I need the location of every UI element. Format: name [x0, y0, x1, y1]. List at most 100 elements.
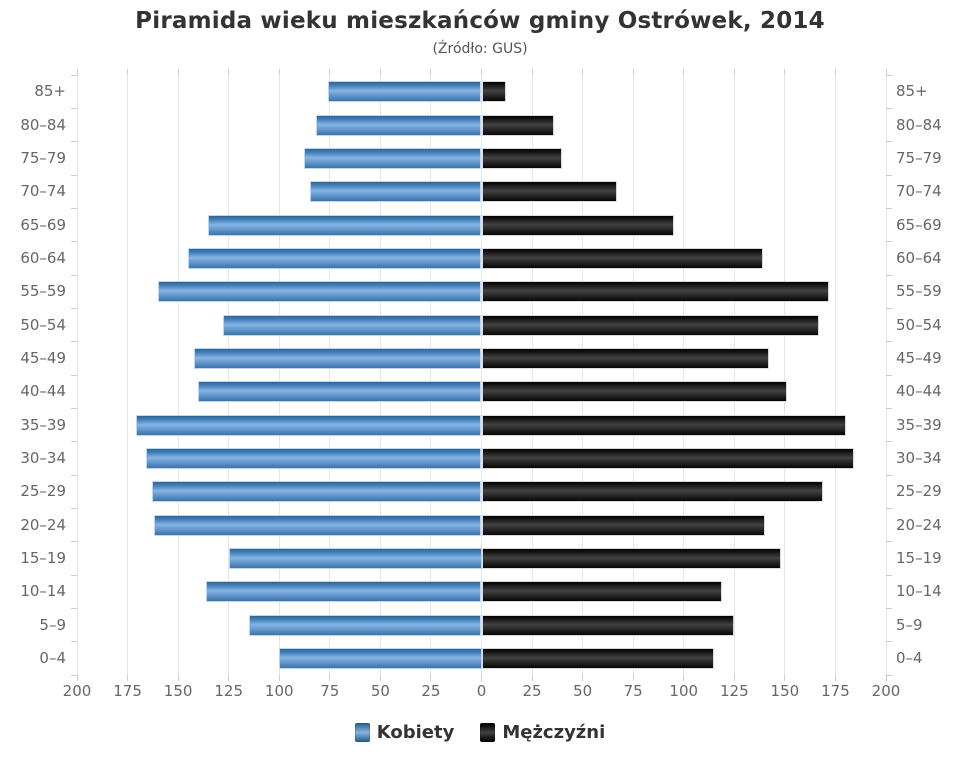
bar-kobiety[interactable]	[145, 447, 482, 469]
bar-kobiety[interactable]	[248, 614, 482, 636]
bar-kobiety[interactable]	[151, 481, 482, 503]
bar-kobiety[interactable]	[206, 581, 482, 603]
chart-title: Piramida wieku mieszkańców gminy Ostrówe…	[135, 8, 825, 34]
bar-mezczyzni[interactable]	[481, 481, 824, 503]
y-axis-label-right: 30–34	[896, 448, 942, 467]
bar-mezczyzni[interactable]	[481, 414, 846, 436]
bar-kobiety[interactable]	[303, 147, 482, 169]
x-axis-tick-bottom	[481, 675, 482, 681]
y-axis-tick-left	[71, 474, 77, 476]
bar-mezczyzni[interactable]	[481, 347, 769, 369]
bar-mezczyzni[interactable]	[481, 547, 781, 569]
y-axis-tick-left	[71, 507, 77, 509]
y-axis-tick-right	[886, 274, 892, 276]
y-axis-tick-left	[71, 241, 77, 243]
y-axis-label-left: 80–84	[20, 115, 66, 134]
bar-mezczyzni[interactable]	[481, 381, 787, 403]
bar-kobiety[interactable]	[279, 647, 482, 669]
gridline	[481, 75, 482, 675]
x-axis-tick-label: 125	[719, 682, 749, 700]
y-axis-tick-right	[886, 374, 892, 376]
x-axis-tick-label: 175	[113, 682, 142, 700]
gridline	[228, 75, 230, 675]
y-axis-tick-left	[71, 341, 77, 343]
x-axis-tick-label: 175	[821, 682, 850, 700]
y-axis-tick-left	[71, 441, 77, 443]
bar-kobiety[interactable]	[208, 214, 482, 236]
y-axis-label-right: 50–54	[896, 315, 942, 334]
plot-area	[76, 75, 887, 675]
bar-kobiety[interactable]	[327, 81, 482, 103]
bar-kobiety[interactable]	[194, 347, 482, 369]
y-axis-tick-left	[71, 207, 77, 209]
bar-kobiety[interactable]	[188, 247, 482, 269]
x-axis-tick-label: 25	[522, 682, 542, 700]
y-axis-tick-right	[886, 441, 892, 443]
y-axis-label-left: 10–14	[20, 582, 66, 601]
bar-mezczyzni[interactable]	[481, 581, 723, 603]
bar-kobiety[interactable]	[157, 281, 482, 303]
mezczyzni-swatch-icon	[480, 723, 496, 742]
y-axis-tick-right	[886, 574, 892, 576]
x-axis-tick-top	[228, 69, 230, 75]
x-axis-tick-top	[582, 69, 584, 75]
legend-item-mezczyzni[interactable]: Mężczyźni	[480, 722, 605, 743]
bar-mezczyzni[interactable]	[481, 447, 854, 469]
y-axis-label-right: 80–84	[896, 115, 942, 134]
x-axis-tick-label: 0	[476, 682, 487, 700]
x-axis-tick-label: 150	[163, 682, 193, 700]
y-axis-tick-right	[886, 507, 892, 509]
y-axis-label-left: 30–34	[20, 448, 66, 467]
bar-kobiety[interactable]	[315, 114, 482, 136]
x-axis-tick-bottom	[430, 675, 432, 681]
gridline	[784, 75, 786, 675]
bar-kobiety[interactable]	[153, 514, 482, 536]
y-axis-label-right: 60–64	[896, 248, 942, 267]
y-axis-label-right: 65–69	[896, 215, 942, 234]
y-axis-label-left: 35–39	[20, 415, 66, 434]
x-axis-tick-label: 50	[573, 682, 593, 700]
y-axis-label-left: 75–79	[20, 148, 66, 167]
bar-kobiety[interactable]	[309, 181, 482, 203]
x-axis-tick-top	[784, 69, 786, 75]
bar-mezczyzni[interactable]	[481, 81, 506, 103]
gridline	[531, 75, 533, 675]
kobiety-swatch-icon	[354, 723, 370, 742]
bar-mezczyzni[interactable]	[481, 514, 765, 536]
y-axis-label-left: 45–49	[20, 348, 66, 367]
gridline	[632, 75, 634, 675]
gridline	[683, 75, 685, 675]
bar-kobiety[interactable]	[135, 414, 482, 436]
x-axis-tick-top	[329, 69, 331, 75]
bar-kobiety[interactable]	[228, 547, 482, 569]
x-axis-tick-label: 200	[871, 682, 901, 700]
bar-mezczyzni[interactable]	[481, 181, 617, 203]
bar-mezczyzni[interactable]	[481, 314, 820, 336]
y-axis-tick-left	[71, 74, 77, 76]
x-axis-tick-bottom	[177, 675, 179, 681]
y-axis-label-right: 75–79	[896, 148, 942, 167]
y-axis-label-left: 0–4	[39, 648, 66, 667]
x-axis-tick-bottom	[228, 675, 230, 681]
y-axis-tick-right	[886, 407, 892, 409]
y-axis-tick-right	[886, 641, 892, 643]
bar-mezczyzni[interactable]	[481, 247, 763, 269]
x-axis-tick-label: 200	[62, 682, 92, 700]
bar-mezczyzni[interactable]	[481, 647, 715, 669]
x-axis-tick-label: 75	[623, 682, 643, 700]
legend-item-kobiety[interactable]: Kobiety	[354, 722, 454, 743]
y-axis-label-left: 60–64	[20, 248, 66, 267]
bar-kobiety[interactable]	[222, 314, 482, 336]
bar-mezczyzni[interactable]	[481, 147, 563, 169]
x-axis-tick-label: 100	[669, 682, 699, 700]
bar-mezczyzni[interactable]	[481, 114, 555, 136]
bar-mezczyzni[interactable]	[481, 281, 830, 303]
bar-mezczyzni[interactable]	[481, 214, 674, 236]
bar-mezczyzni[interactable]	[481, 614, 735, 636]
bar-kobiety[interactable]	[198, 381, 482, 403]
y-axis-label-right: 10–14	[896, 582, 942, 601]
x-axis-tick-top	[278, 69, 280, 75]
x-axis-tick-bottom	[278, 675, 280, 681]
y-axis-tick-left	[71, 674, 77, 676]
gridline	[430, 75, 432, 675]
